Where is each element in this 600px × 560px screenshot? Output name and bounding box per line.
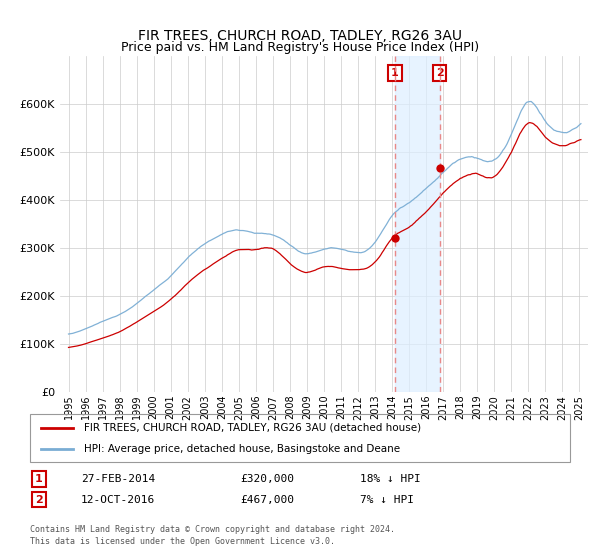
Text: FIR TREES, CHURCH ROAD, TADLEY, RG26 3AU: FIR TREES, CHURCH ROAD, TADLEY, RG26 3AU	[138, 29, 462, 44]
Text: Contains HM Land Registry data © Crown copyright and database right 2024.
This d: Contains HM Land Registry data © Crown c…	[30, 525, 395, 546]
Text: 2: 2	[35, 494, 43, 505]
Text: 18% ↓ HPI: 18% ↓ HPI	[360, 474, 421, 484]
Text: 12-OCT-2016: 12-OCT-2016	[81, 494, 155, 505]
Text: FIR TREES, CHURCH ROAD, TADLEY, RG26 3AU (detached house): FIR TREES, CHURCH ROAD, TADLEY, RG26 3AU…	[84, 423, 421, 433]
Text: £320,000: £320,000	[240, 474, 294, 484]
Text: HPI: Average price, detached house, Basingstoke and Deane: HPI: Average price, detached house, Basi…	[84, 444, 400, 454]
Text: 27-FEB-2014: 27-FEB-2014	[81, 474, 155, 484]
Text: 1: 1	[35, 474, 43, 484]
Text: 2: 2	[436, 68, 443, 78]
Text: 1: 1	[391, 68, 399, 78]
Text: Price paid vs. HM Land Registry's House Price Index (HPI): Price paid vs. HM Land Registry's House …	[121, 41, 479, 54]
Text: £467,000: £467,000	[240, 494, 294, 505]
Bar	[395, 56, 440, 392]
Text: 7% ↓ HPI: 7% ↓ HPI	[360, 494, 414, 505]
